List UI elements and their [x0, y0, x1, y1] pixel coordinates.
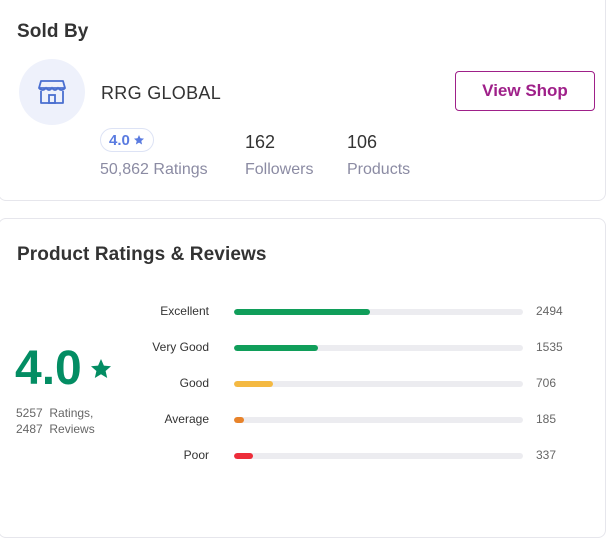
- rating-bar-fill: [234, 417, 245, 423]
- store-icon: [38, 80, 66, 104]
- rating-bar-track: [234, 345, 523, 351]
- rating-row-count: 1535: [536, 340, 563, 354]
- star-icon: [133, 135, 144, 145]
- products-label: Products: [347, 161, 411, 178]
- rating-totals: 5257 Ratings, 2487 Reviews: [16, 405, 95, 437]
- rating-bar-track: [234, 381, 523, 387]
- rating-bar-fill: [234, 381, 273, 387]
- rating-row-count: 185: [536, 412, 557, 426]
- rating-row-label: Excellent: [160, 304, 209, 318]
- star-icon: [91, 359, 111, 378]
- rating-bar-fill: [234, 345, 318, 351]
- rating-row-good: Good 706: [0, 374, 599, 394]
- rating-bar-track: [234, 309, 523, 315]
- view-shop-button[interactable]: View Shop: [455, 71, 595, 111]
- rating-bar-track: [234, 453, 523, 459]
- ratings-reviews-card: Product Ratings & Reviews 4.0 5257 Ratin…: [0, 218, 606, 538]
- products-value: 106: [347, 132, 378, 152]
- rating-row-label: Good: [179, 376, 209, 390]
- shop-avatar[interactable]: [19, 59, 85, 125]
- shop-rating-value: 4.0: [109, 131, 130, 149]
- reviews-total: 2487 Reviews: [16, 422, 95, 436]
- shop-rating-badge: 4.0: [100, 128, 154, 152]
- rating-bar-fill: [234, 453, 253, 459]
- rating-row-excellent: Excellent 2494: [0, 302, 599, 322]
- ratings-total: 5257 Ratings,: [16, 406, 94, 420]
- rating-row-very-good: Very Good 1535: [0, 338, 599, 358]
- ratings-count: 50,862 Ratings: [100, 161, 208, 178]
- shop-name[interactable]: RRG GLOBAL: [101, 83, 222, 103]
- rating-row-count: 337: [536, 448, 557, 462]
- ratings-reviews-title: Product Ratings & Reviews: [17, 244, 267, 265]
- rating-row-label: Poor: [183, 448, 209, 462]
- rating-row-poor: Poor 337: [0, 446, 599, 466]
- rating-bar-track: [234, 417, 523, 423]
- sold-by-title: Sold By: [17, 21, 89, 42]
- rating-row-label: Very Good: [152, 340, 209, 354]
- rating-row-label: Average: [164, 412, 209, 426]
- sold-by-card: Sold By RRG GLOBAL View Shop 4.0 50,862 …: [0, 0, 606, 201]
- rating-row-count: 2494: [536, 304, 563, 318]
- followers-value: 162: [245, 132, 276, 152]
- rating-bar-fill: [234, 309, 370, 315]
- average-rating: 4.0: [15, 342, 82, 395]
- rating-row-count: 706: [536, 376, 557, 390]
- rating-row-average: Average 185: [0, 410, 599, 430]
- followers-label: Followers: [245, 161, 314, 178]
